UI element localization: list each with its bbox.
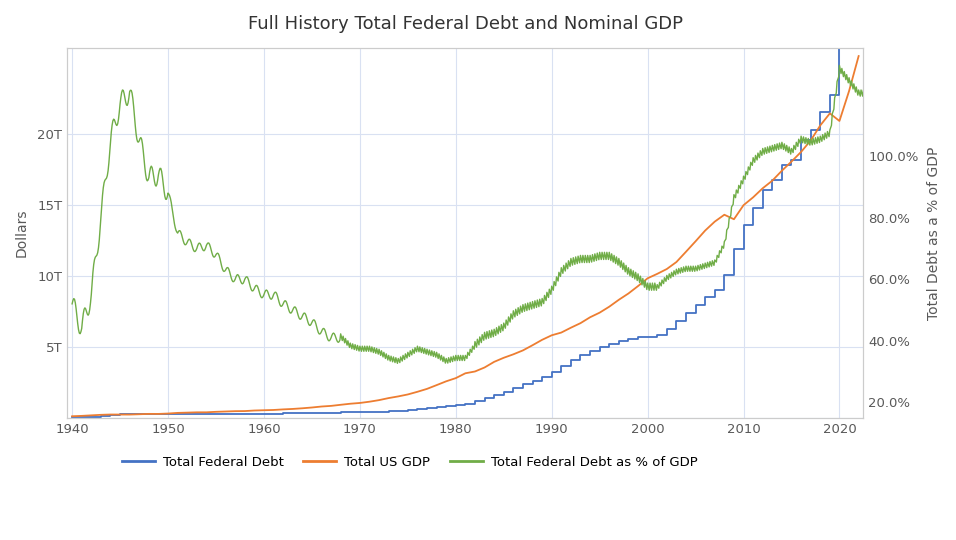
Legend: Total Federal Debt, Total US GDP, Total Federal Debt as % of GDP: Total Federal Debt, Total US GDP, Total …	[117, 450, 703, 474]
Y-axis label: Dollars: Dollars	[15, 209, 29, 258]
Y-axis label: Total Debt as a % of GDP: Total Debt as a % of GDP	[927, 146, 941, 320]
Title: Full History Total Federal Debt and Nominal GDP: Full History Total Federal Debt and Nomi…	[248, 15, 683, 33]
